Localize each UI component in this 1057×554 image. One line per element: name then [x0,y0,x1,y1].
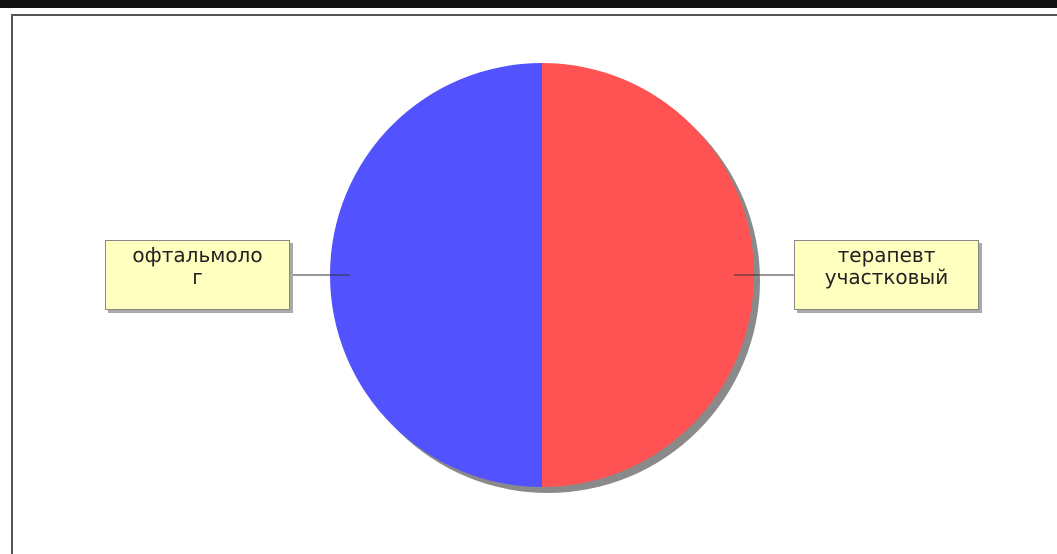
pie-slices [330,63,754,487]
pie-slice [542,63,754,487]
slice-label-therapist: терапевт участковый [794,240,979,310]
pie-chart [290,63,794,493]
chart-frame [11,14,1057,554]
chart-title-strip [0,0,1057,8]
slice-label-ophthalmologist: офтальмоло г [105,240,290,310]
pie-slice [330,63,542,487]
